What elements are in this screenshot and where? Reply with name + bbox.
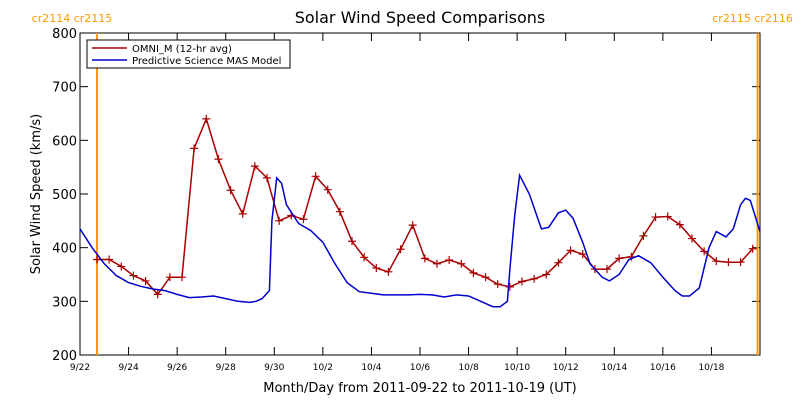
x-tick-label: 9/22 bbox=[70, 363, 90, 373]
x-tick-label: 9/24 bbox=[118, 363, 138, 373]
point-marker bbox=[554, 258, 563, 267]
point-marker bbox=[263, 173, 271, 182]
point-marker bbox=[250, 162, 259, 171]
x-tick-label: 10/14 bbox=[601, 363, 627, 373]
point-marker bbox=[700, 247, 709, 256]
x-tick-label: 9/26 bbox=[167, 363, 187, 373]
y-tick-label: 700 bbox=[52, 81, 77, 96]
point-marker bbox=[93, 255, 101, 264]
carrington-label: cr2114 cr2115 bbox=[32, 12, 113, 25]
point-marker bbox=[299, 215, 308, 224]
point-marker bbox=[396, 245, 405, 254]
point-marker bbox=[408, 221, 417, 230]
y-axis-label: Solar Wind Speed (km/s) bbox=[29, 114, 44, 274]
point-marker bbox=[238, 209, 247, 218]
point-marker bbox=[712, 257, 721, 266]
y-tick-label: 600 bbox=[52, 134, 77, 149]
point-marker bbox=[275, 216, 284, 225]
x-tick-label: 9/28 bbox=[216, 363, 236, 373]
point-marker bbox=[530, 274, 539, 283]
point-marker bbox=[481, 273, 490, 282]
point-marker bbox=[578, 250, 587, 259]
x-tick-label: 10/8 bbox=[458, 363, 478, 373]
x-tick-label: 10/12 bbox=[553, 363, 579, 373]
point-marker bbox=[420, 254, 429, 263]
y-tick-label: 800 bbox=[52, 27, 77, 42]
x-tick-label: 10/4 bbox=[361, 363, 381, 373]
point-marker bbox=[202, 114, 211, 123]
legend-box bbox=[86, 39, 291, 69]
point-marker bbox=[360, 253, 369, 262]
point-marker bbox=[372, 264, 381, 273]
point-marker bbox=[469, 268, 478, 277]
point-marker bbox=[603, 265, 611, 274]
point-marker bbox=[542, 270, 551, 279]
point-marker bbox=[639, 231, 648, 240]
point-marker bbox=[651, 213, 660, 222]
point-marker bbox=[505, 282, 514, 291]
point-marker bbox=[323, 185, 332, 194]
point-marker bbox=[348, 237, 356, 246]
x-tick-label: 10/2 bbox=[313, 363, 333, 373]
point-marker bbox=[153, 290, 162, 299]
point-marker bbox=[736, 258, 745, 267]
point-marker bbox=[165, 273, 174, 282]
y-tick-label: 400 bbox=[52, 242, 77, 257]
x-tick-label: 9/30 bbox=[264, 363, 284, 373]
point-marker bbox=[141, 276, 150, 285]
point-marker bbox=[724, 258, 733, 267]
legend-label: Predictive Science MAS Model bbox=[132, 56, 281, 67]
point-marker bbox=[566, 246, 575, 255]
x-tick-label: 10/16 bbox=[650, 363, 676, 373]
y-tick-label: 300 bbox=[52, 295, 77, 310]
point-marker bbox=[445, 256, 454, 265]
y-tick-label: 200 bbox=[52, 349, 77, 364]
x-axis-label: Month/Day from 2011-09-22 to 2011-10-19 … bbox=[263, 381, 576, 396]
x-tick-label: 10/10 bbox=[504, 363, 530, 373]
point-marker bbox=[214, 155, 223, 164]
y-tick-label: 500 bbox=[52, 188, 77, 203]
point-marker bbox=[226, 186, 235, 195]
point-marker bbox=[675, 220, 684, 229]
point-marker bbox=[663, 212, 672, 221]
chart-title: Solar Wind Speed Comparisons bbox=[295, 8, 546, 27]
point-marker bbox=[493, 280, 502, 289]
point-marker bbox=[433, 259, 441, 268]
point-marker bbox=[615, 254, 624, 263]
point-marker bbox=[384, 267, 393, 276]
point-marker bbox=[688, 234, 696, 243]
point-marker bbox=[457, 259, 466, 268]
series-line bbox=[79, 172, 761, 308]
x-tick-label: 10/18 bbox=[698, 363, 724, 373]
carrington-label: cr2115 cr2116 bbox=[712, 12, 793, 25]
point-marker bbox=[518, 277, 526, 286]
point-marker bbox=[105, 255, 114, 264]
point-marker bbox=[311, 172, 320, 181]
point-marker bbox=[335, 207, 344, 216]
point-marker bbox=[178, 273, 186, 282]
x-tick-label: 10/6 bbox=[410, 363, 430, 373]
legend-label: OMNI_M (12-hr avg) bbox=[132, 44, 232, 55]
point-marker bbox=[190, 144, 199, 153]
point-marker bbox=[129, 271, 138, 280]
point-marker bbox=[748, 244, 757, 253]
point-marker bbox=[117, 262, 126, 271]
